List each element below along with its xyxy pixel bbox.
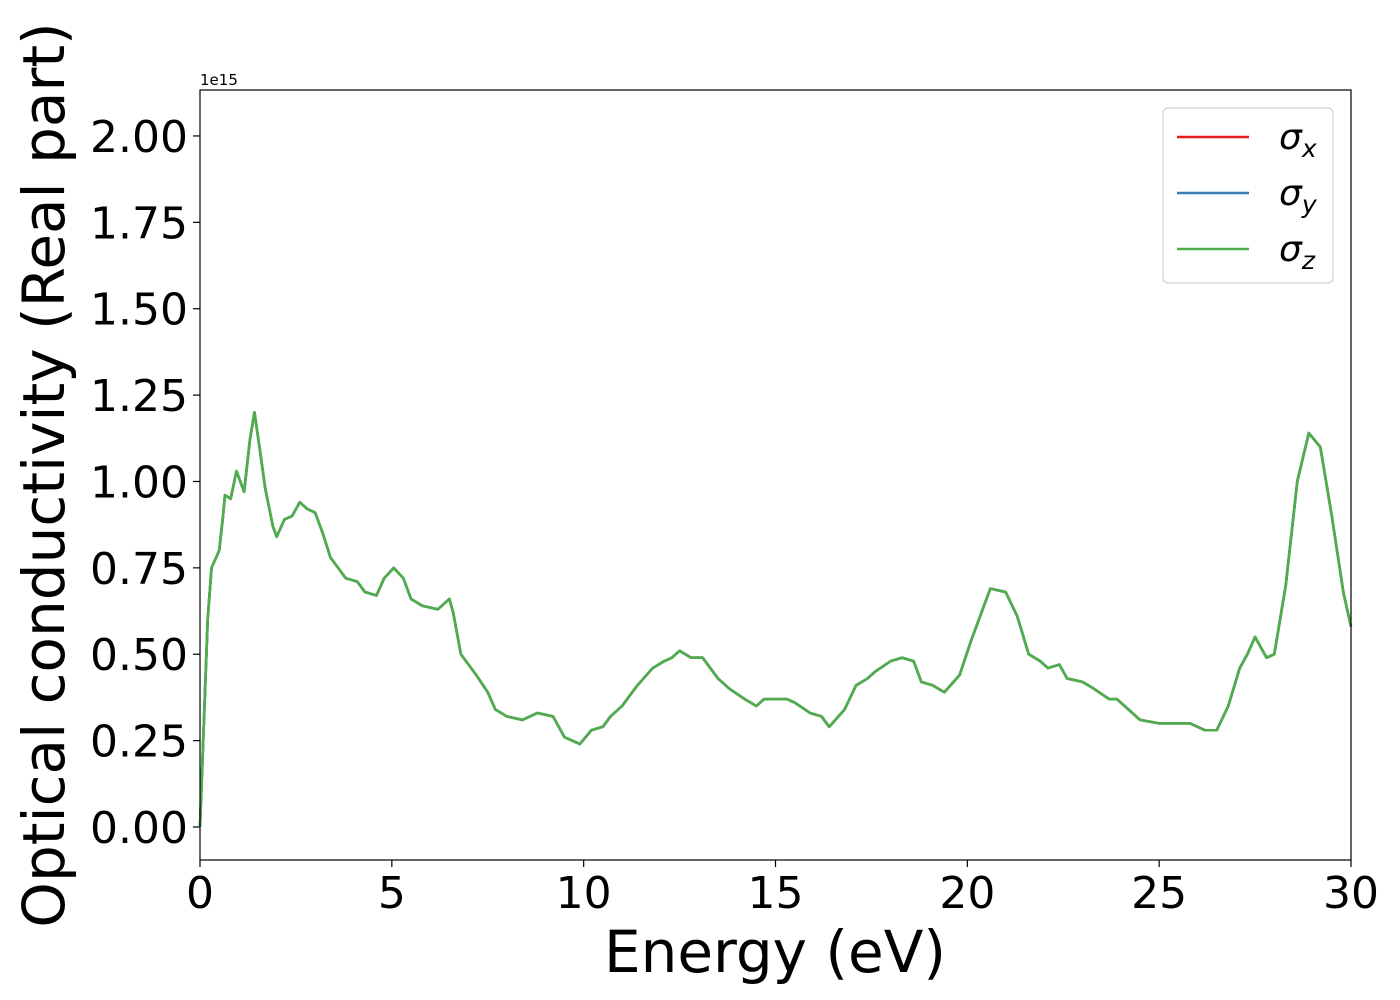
series-line [198, 411, 1353, 828]
series-line [198, 411, 1353, 828]
x-axis-label: Energy (eV) [604, 918, 946, 986]
x-tick-label: 30 [1323, 868, 1379, 919]
y-tick-label: 2.00 [90, 112, 188, 163]
x-tick-label: 25 [1131, 868, 1187, 919]
y-tick-label: 0.00 [90, 803, 188, 854]
plot-frame [199, 89, 1352, 861]
x-tick-label: 15 [748, 868, 804, 919]
y-axis-label: Optical conductivity (Real part) [10, 22, 78, 927]
y-tick-label: 0.50 [90, 630, 188, 681]
y-offset-label: 1e15 [200, 71, 238, 89]
x-tick-label: 5 [378, 868, 406, 919]
series-line [198, 411, 1353, 828]
x-tick-label: 20 [939, 868, 995, 919]
y-tick-label: 1.25 [90, 371, 188, 422]
y-tick-label: 0.75 [90, 544, 188, 595]
legend: σx σy σz [1162, 107, 1334, 284]
legend-label: σz [1279, 229, 1316, 275]
y-tick-label: 1.50 [90, 285, 188, 336]
y-tick-label: 1.75 [90, 198, 188, 249]
legend-label: σx [1279, 117, 1317, 163]
legend-box [1162, 107, 1334, 284]
legend-label: σy [1279, 173, 1318, 219]
x-tick-label: 0 [186, 868, 214, 919]
y-tick-label: 0.25 [90, 717, 188, 768]
y-tick-label: 1.00 [90, 457, 188, 508]
x-tick-label: 10 [556, 868, 612, 919]
